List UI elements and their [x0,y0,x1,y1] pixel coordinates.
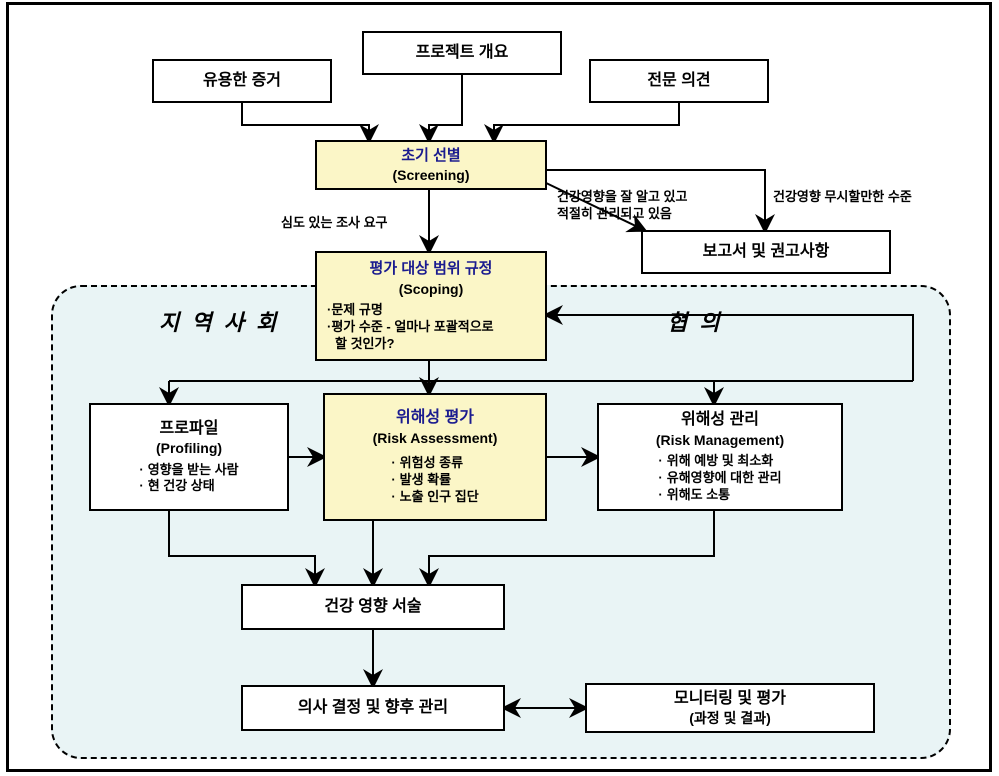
node-monitoring-sub: (과정 및 결과) [689,709,771,727]
node-report: 보고서 및 권고사항 [641,230,891,274]
note-indepth: 심도 있는 조사 요구 [281,215,388,232]
node-decision: 의사 결정 및 향후 관리 [241,685,505,731]
note-known-line2: 적절히 관리되고 있음 [557,206,687,223]
node-profiling: 프로파일 (Profiling) 영향을 받는 사람 현 건강 상태 [89,403,289,511]
node-risk-manage-title: 위해성 관리 [681,410,759,431]
node-health-desc: 건강 영향 서술 [241,584,505,630]
node-profiling-bullets: 영향을 받는 사람 현 건강 상태 [139,462,238,496]
node-risk-manage: 위해성 관리 (Risk Management) 위해 예방 및 최소화 유해영… [597,403,843,511]
node-monitoring-title: 모니터링 및 평가 [674,689,786,710]
node-overview: 프로젝트 개요 [362,31,562,75]
note-known-line1: 건강영향을 잘 알고 있고 [557,189,687,206]
node-scoping-b1: ·문제 규명 [327,302,494,319]
node-overview-label: 프로젝트 개요 [416,43,509,64]
node-evidence-label: 유용한 증거 [203,71,281,92]
node-monitoring: 모니터링 및 평가 (과정 및 결과) [585,683,875,733]
node-scoping-b3: 할 것인가? [327,336,494,353]
node-screening-sub: (Screening) [392,166,469,184]
node-report-label: 보고서 및 권고사항 [703,242,830,263]
node-risk-assess: 위해성 평가 (Risk Assessment) 위험성 종류 발생 확률 노출… [323,393,547,521]
node-risk-assess-title: 위해성 평가 [396,408,474,429]
node-expert: 전문 의견 [589,59,769,103]
node-decision-label: 의사 결정 및 향후 관리 [298,698,448,719]
note-ignorable: 건강영향 무시할만한 수준 [773,189,912,206]
node-risk-manage-sub: (Risk Management) [656,431,784,449]
node-scoping: 평가 대상 범위 규정 (Scoping) ·문제 규명 ·평가 수준 - 얼마… [315,251,547,361]
node-screening: 초기 선별 (Screening) [315,140,547,190]
node-scoping-b2: ·평가 수준 - 얼마나 포괄적으로 [327,319,494,336]
node-risk-manage-bullets: 위해 예방 및 최소화 유해영향에 대한 관리 위해도 소통 [658,453,781,504]
node-scoping-title: 평가 대상 범위 규정 [370,260,493,277]
node-profiling-sub: (Profiling) [156,439,222,457]
label-community: 지 역 사 회 [159,305,279,337]
node-health-desc-label: 건강 영향 서술 [324,597,421,618]
note-known: 건강영향을 잘 알고 있고 적절히 관리되고 있음 [557,189,687,223]
node-screening-title: 초기 선별 [401,146,460,166]
node-evidence: 유용한 증거 [152,59,332,103]
node-risk-assess-sub: (Risk Assessment) [373,429,498,447]
outer-frame: 유용한 증거 프로젝트 개요 전문 의견 초기 선별 (Screening) 심… [6,2,992,772]
node-profiling-title: 프로파일 [160,419,219,440]
node-scoping-sub: (Scoping) [399,281,464,297]
label-consult: 협 의 [667,305,723,337]
node-expert-label: 전문 의견 [647,71,710,92]
node-risk-assess-bullets: 위험성 종류 발생 확률 노출 인구 집단 [391,455,478,506]
